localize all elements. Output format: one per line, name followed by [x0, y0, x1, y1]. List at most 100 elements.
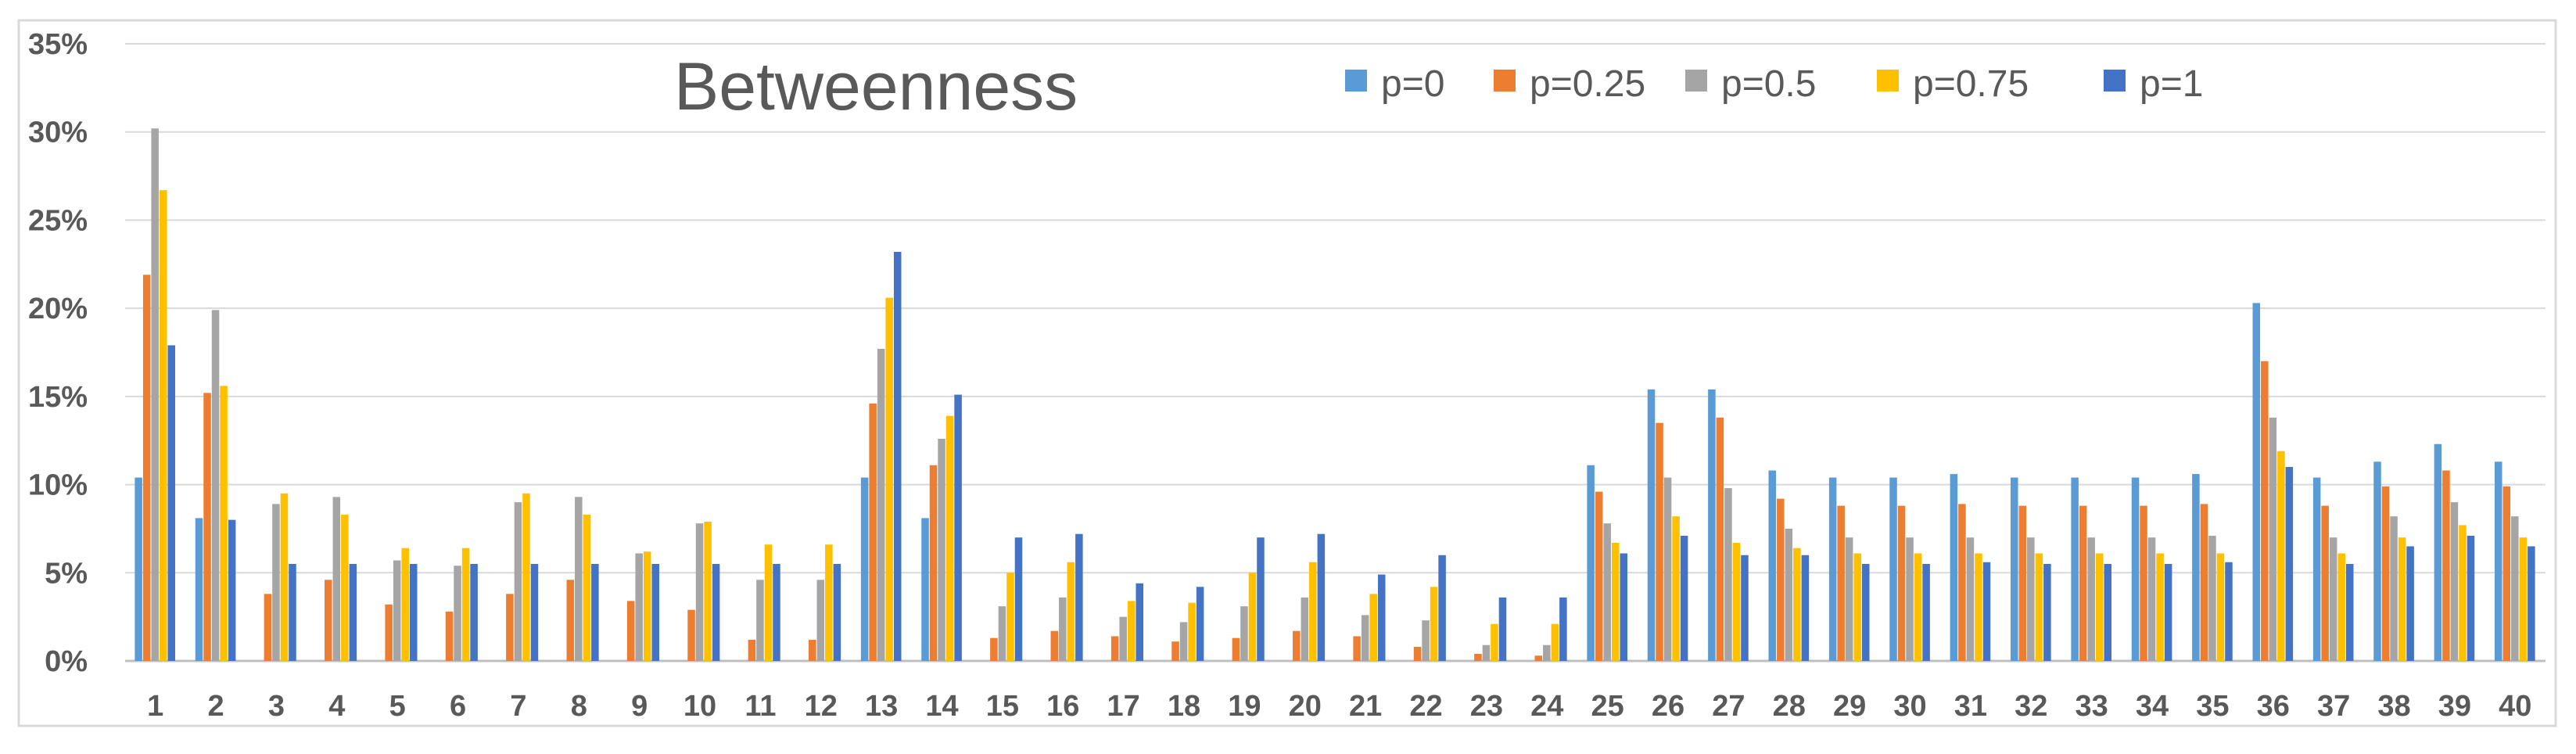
bar-p-0-25-cat-22 — [1413, 646, 1422, 661]
x-tick-label: 15 — [986, 690, 1019, 723]
bar-p-0-75-cat-39 — [2459, 525, 2467, 661]
bar-p-0-5-cat-29 — [1845, 537, 1853, 661]
x-tick-label: 33 — [2076, 690, 2108, 723]
x-tick-label: 28 — [1773, 690, 1806, 723]
x-tick-label: 17 — [1107, 690, 1140, 723]
x-tick-label: 38 — [2377, 690, 2410, 723]
bar-p-0-25-cat-7 — [506, 594, 514, 661]
bar-p-0-cat-35 — [2192, 474, 2200, 661]
x-tick-label: 40 — [2499, 690, 2531, 723]
bar-p-0-5-cat-8 — [575, 497, 583, 661]
x-tick-label: 1 — [147, 690, 163, 723]
x-tick-label: 10 — [683, 690, 716, 723]
bar-p-0-5-cat-3 — [272, 504, 280, 661]
bar-p-0-25-cat-25 — [1595, 491, 1603, 661]
bar-p-1-cat-6 — [470, 564, 478, 661]
bar-p-0-cat-34 — [2131, 477, 2140, 661]
bar-p-0-75-cat-3 — [280, 493, 289, 661]
bar-p-0-75-cat-38 — [2398, 537, 2406, 661]
bar-p-0-25-cat-39 — [2442, 470, 2450, 661]
bar-p-1-cat-7 — [530, 564, 539, 661]
bar-p-1-cat-5 — [409, 564, 418, 661]
bar-p-0-75-cat-36 — [2277, 451, 2285, 661]
bar-p-1-cat-23 — [1498, 597, 1507, 661]
x-tick-label: 9 — [631, 690, 648, 723]
x-tick-label: 18 — [1168, 690, 1200, 723]
bar-p-0-25-cat-16 — [1050, 630, 1059, 661]
bar-p-0-5-cat-12 — [816, 580, 825, 661]
x-tick-label: 27 — [1712, 690, 1745, 723]
x-tick-label: 34 — [2136, 690, 2169, 723]
x-tick-label: 23 — [1470, 690, 1503, 723]
bar-p-1-cat-2 — [228, 519, 236, 661]
bar-p-0-5-cat-15 — [998, 606, 1006, 661]
x-tick-label: 31 — [1954, 690, 1987, 723]
x-tick-label: 29 — [1833, 690, 1866, 723]
y-tick-label: 30% — [28, 117, 88, 149]
x-tick-label: 14 — [925, 690, 958, 723]
x-tick-label: 35 — [2196, 690, 2229, 723]
bar-p-0-25-cat-11 — [748, 639, 756, 661]
bar-p-0-25-cat-38 — [2381, 486, 2390, 661]
bar-p-0-cat-40 — [2495, 461, 2502, 661]
legend-label: p=0.5 — [1721, 63, 1816, 105]
bar-p-0-cat-37 — [2312, 477, 2321, 661]
bar-p-0-25-cat-6 — [445, 611, 454, 661]
x-tick-label: 30 — [1893, 690, 1926, 723]
bar-p-0-75-cat-4 — [341, 514, 349, 661]
bar-p-1-cat-33 — [2104, 564, 2111, 661]
bar-p-0-5-cat-19 — [1240, 606, 1248, 661]
bar-p-0-5-cat-6 — [454, 566, 461, 661]
x-tick-label: 7 — [510, 690, 526, 723]
bar-p-0-25-cat-23 — [1474, 653, 1482, 661]
y-tick-label: 5% — [45, 557, 88, 590]
bar-p-0-cat-30 — [1889, 477, 1897, 661]
bar-p-0-25-cat-33 — [2079, 505, 2087, 661]
bar-p-0-75-cat-35 — [2216, 553, 2225, 661]
bar-p-0-5-cat-35 — [2208, 535, 2216, 661]
bar-p-0-75-cat-19 — [1248, 573, 1257, 661]
bar-p-1-cat-37 — [2345, 564, 2354, 661]
bar-p-0-25-cat-34 — [2140, 505, 2147, 661]
bar-p-0-5-cat-11 — [756, 580, 764, 661]
bar-p-1-cat-22 — [1438, 555, 1446, 661]
bar-p-0-75-cat-12 — [825, 544, 833, 661]
bar-p-0-75-cat-17 — [1127, 601, 1136, 661]
bar-p-1-cat-14 — [954, 394, 962, 661]
bar-p-0-cat-27 — [1708, 389, 1716, 661]
bar-p-0-5-cat-1 — [151, 128, 159, 661]
bar-p-1-cat-34 — [2164, 564, 2172, 661]
x-tick-label: 36 — [2257, 690, 2290, 723]
bar-p-0-5-cat-21 — [1361, 615, 1369, 661]
bar-p-1-cat-29 — [1861, 564, 1870, 661]
x-tick-label: 11 — [744, 690, 776, 723]
bar-p-1-cat-19 — [1257, 537, 1265, 661]
bar-p-0-cat-31 — [1950, 474, 1958, 661]
bar-p-0-75-cat-6 — [461, 548, 470, 661]
legend-swatch — [1685, 70, 1707, 92]
bar-p-0-5-cat-36 — [2269, 417, 2277, 661]
bar-p-1-cat-21 — [1377, 574, 1386, 661]
bar-p-0-25-cat-14 — [929, 465, 938, 661]
bar-p-0-75-cat-29 — [1853, 553, 1861, 661]
bar-p-0-cat-1 — [135, 477, 142, 661]
bar-p-0-5-cat-5 — [393, 560, 401, 661]
bar-p-0-cat-38 — [2373, 461, 2381, 661]
bar-p-0-5-cat-40 — [2511, 516, 2519, 661]
bar-p-0-75-cat-14 — [945, 415, 954, 661]
bar-p-0-75-cat-7 — [522, 493, 530, 661]
bar-p-0-5-cat-28 — [1785, 528, 1793, 661]
bar-p-0-25-cat-19 — [1232, 637, 1240, 661]
bar-p-0-5-cat-27 — [1724, 488, 1732, 661]
bar-p-0-75-cat-13 — [885, 297, 893, 661]
bar-p-1-cat-8 — [591, 564, 599, 661]
bar-p-1-cat-30 — [1922, 564, 1930, 661]
x-tick-label: 32 — [2015, 690, 2047, 723]
bar-p-1-cat-31 — [1982, 562, 1991, 661]
bar-p-0-25-cat-20 — [1293, 630, 1301, 661]
bar-p-0-5-cat-16 — [1059, 597, 1067, 661]
bar-p-0-75-cat-9 — [643, 551, 651, 661]
bar-p-0-cat-32 — [2011, 477, 2018, 661]
bar-p-0-25-cat-5 — [385, 604, 393, 661]
